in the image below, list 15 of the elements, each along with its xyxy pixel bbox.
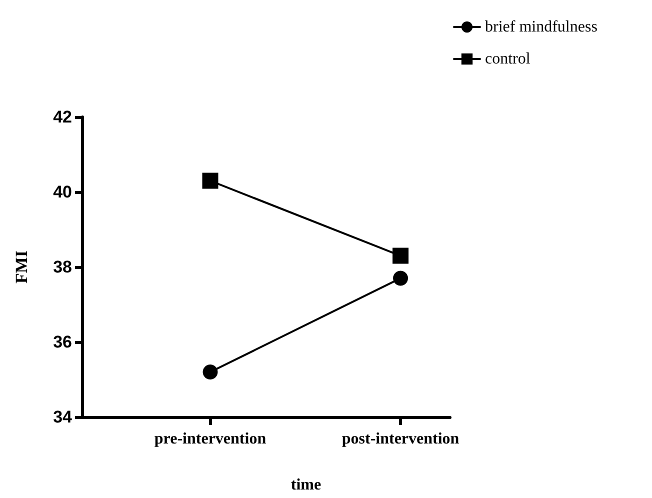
y-tick-label: 34	[53, 408, 73, 426]
y-tick-label: 36	[53, 332, 72, 352]
point	[202, 172, 218, 189]
legend-label: brief mindfulness	[485, 18, 598, 36]
point	[392, 248, 409, 264]
legend-label: control	[485, 50, 531, 68]
y-tick-label: 40	[53, 182, 72, 202]
y-axis-title: FMI	[12, 250, 31, 284]
point	[202, 364, 218, 380]
x-tick-label: post-intervention	[342, 430, 460, 448]
x-axis-title: time	[290, 476, 322, 494]
y-tick-label: 38	[53, 258, 72, 276]
y-tick-label: 42	[53, 108, 72, 126]
point	[393, 270, 408, 286]
x-tick-label: pre-intervention	[154, 430, 266, 448]
